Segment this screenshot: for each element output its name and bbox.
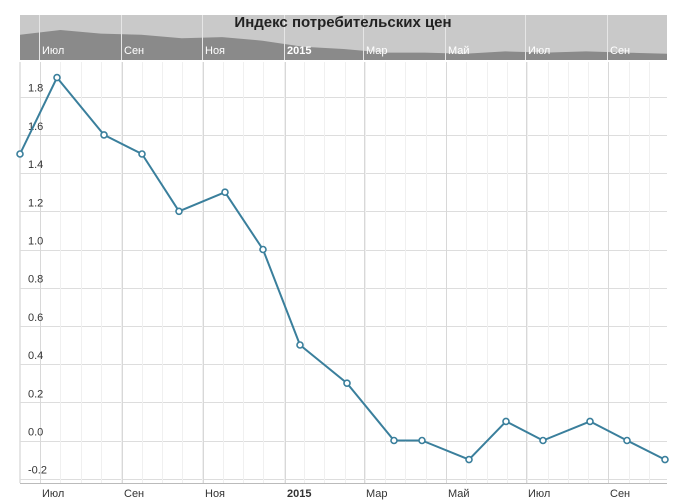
x-tick-label: Мар — [366, 488, 388, 500]
y-tick-label: -0.2 — [28, 465, 47, 477]
navigator-tick-label: Сен — [610, 45, 630, 57]
x-tick-label: Май — [448, 488, 470, 500]
navigator-tick-label: Мар — [366, 45, 388, 57]
y-tick-label: 1.4 — [28, 159, 43, 171]
navigator-tick-label: Июл — [42, 45, 64, 57]
navigator-area — [20, 30, 667, 60]
data-point[interactable] — [539, 436, 547, 445]
x-tick-label: Ноя — [205, 488, 225, 500]
navigator-strip[interactable]: Июл Сен Ноя 2015 Мар Май Июл Сен — [20, 15, 667, 60]
data-point[interactable] — [661, 455, 669, 464]
data-point[interactable] — [586, 417, 594, 426]
data-point[interactable] — [259, 245, 267, 254]
navigator-tick-label: Ноя — [205, 45, 225, 57]
chart-title: Индекс потребительских цен — [234, 14, 451, 31]
x-tick-label: Сен — [610, 488, 630, 500]
data-point[interactable] — [343, 379, 351, 388]
x-tick-label: 2015 — [287, 488, 311, 500]
x-tick-label: Сен — [124, 488, 144, 500]
data-point[interactable] — [175, 207, 183, 216]
y-tick-label: 0.0 — [28, 427, 43, 439]
x-tick-label: Июл — [528, 488, 550, 500]
data-point[interactable] — [100, 131, 108, 139]
x-tick-label: Июл — [42, 488, 64, 500]
navigator-tick-label: 2015 — [287, 45, 311, 57]
y-tick-label: 1.0 — [28, 236, 43, 248]
navigator-tick-label: Май — [448, 45, 470, 57]
data-point[interactable] — [138, 150, 146, 158]
navigator-tick-label: Июл — [528, 45, 550, 57]
data-point[interactable] — [390, 436, 398, 445]
y-tick-label: 1.2 — [28, 197, 43, 209]
data-point[interactable] — [296, 341, 304, 349]
data-point[interactable] — [418, 436, 426, 445]
navigator-tick-label: Сен — [124, 45, 144, 57]
data-point[interactable] — [623, 436, 631, 445]
data-point[interactable] — [465, 455, 473, 464]
y-tick-label: 0.6 — [28, 312, 43, 324]
y-tick-label: 0.4 — [28, 350, 43, 362]
data-point[interactable] — [221, 188, 229, 196]
y-tick-label: 1.8 — [28, 83, 43, 95]
y-tick-label: 0.2 — [28, 388, 43, 400]
data-point[interactable] — [53, 73, 61, 82]
data-point[interactable] — [502, 417, 510, 426]
data-point[interactable] — [16, 150, 24, 158]
y-tick-label: 0.8 — [28, 274, 43, 286]
